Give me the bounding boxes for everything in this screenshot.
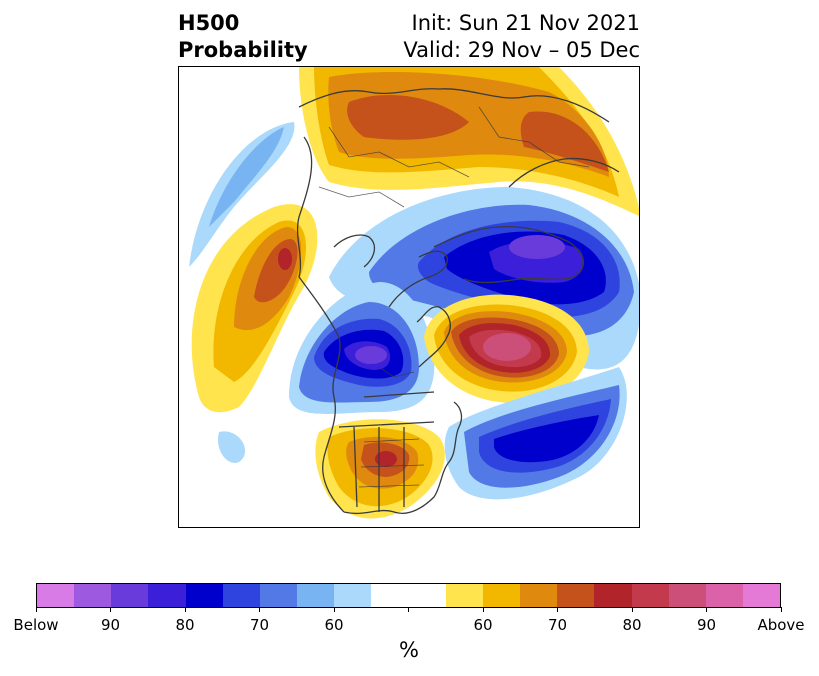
colorbar-tick-label: Below <box>13 616 59 634</box>
colorbar-segment <box>37 584 75 607</box>
colorbar-segment <box>111 584 149 607</box>
title-line-2: Probability <box>178 38 308 62</box>
colorbar-segment <box>74 584 112 607</box>
chart-title: H500 Probability <box>178 10 308 64</box>
colorbar-tick <box>482 607 484 612</box>
colorbar-tick-center <box>408 607 409 612</box>
colorbar-tick <box>259 607 260 612</box>
anomaly-above-pacific <box>191 204 318 413</box>
colorbar-tick-label: 60 <box>473 616 493 634</box>
anomaly-below-north-atlantic <box>444 367 627 500</box>
anomaly-below-pacific-arc <box>189 122 295 463</box>
colorbar-segment <box>705 584 743 607</box>
map-canvas <box>189 67 639 519</box>
probability-map <box>178 66 640 528</box>
colorbar-segment <box>259 584 298 607</box>
colorbar-tick <box>110 607 111 612</box>
coastlines <box>296 88 620 515</box>
colorbar-tick <box>184 607 186 612</box>
colorbar-segment <box>222 584 260 607</box>
colorbar <box>36 583 781 608</box>
anomaly-below-greenland <box>329 187 639 370</box>
title-line-1: H500 <box>178 11 240 35</box>
colorbar-segment <box>482 584 521 607</box>
political-borders <box>318 106 590 488</box>
colorbar-segment <box>408 584 446 607</box>
colorbar-tick <box>706 607 707 612</box>
colorbar-segment <box>185 584 223 607</box>
colorbar-segment <box>631 584 669 607</box>
colorbar-tick <box>780 607 782 612</box>
anomaly-above-atlantic <box>424 294 589 403</box>
colorbar-tick <box>35 607 37 612</box>
colorbar-tick-label: 60 <box>324 616 344 634</box>
colorbar-segment <box>742 584 781 607</box>
init-date: Init: Sun 21 Nov 2021 <box>411 11 640 35</box>
colorbar-tick <box>557 607 558 612</box>
colorbar-tick-label: 90 <box>696 616 717 634</box>
forecast-dates: Init: Sun 21 Nov 2021 Valid: 29 Nov – 05… <box>403 10 640 64</box>
anomaly-above-usa <box>315 419 445 519</box>
colorbar-tick-label: 90 <box>100 616 121 634</box>
valid-period: Valid: 29 Nov – 05 Dec <box>403 38 640 62</box>
colorbar-tick-label: 70 <box>547 616 568 634</box>
colorbar-tick-label: 80 <box>622 616 642 634</box>
colorbar-tick-label: Above <box>757 616 805 634</box>
colorbar-unit: % <box>399 638 419 662</box>
colorbar-segment <box>334 584 372 607</box>
colorbar-segment <box>557 584 595 607</box>
colorbar-segment <box>148 584 186 607</box>
colorbar-segment <box>445 584 483 607</box>
colorbar-segment <box>297 584 335 607</box>
colorbar-tick <box>333 607 335 612</box>
colorbar-tick <box>631 607 633 612</box>
colorbar-segment <box>520 584 558 607</box>
colorbar-tick-label: 70 <box>249 616 270 634</box>
colorbar-tick-label: 80 <box>175 616 195 634</box>
colorbar-segment <box>594 584 632 607</box>
colorbar-segment <box>668 584 706 607</box>
colorbar-segment <box>371 584 409 607</box>
